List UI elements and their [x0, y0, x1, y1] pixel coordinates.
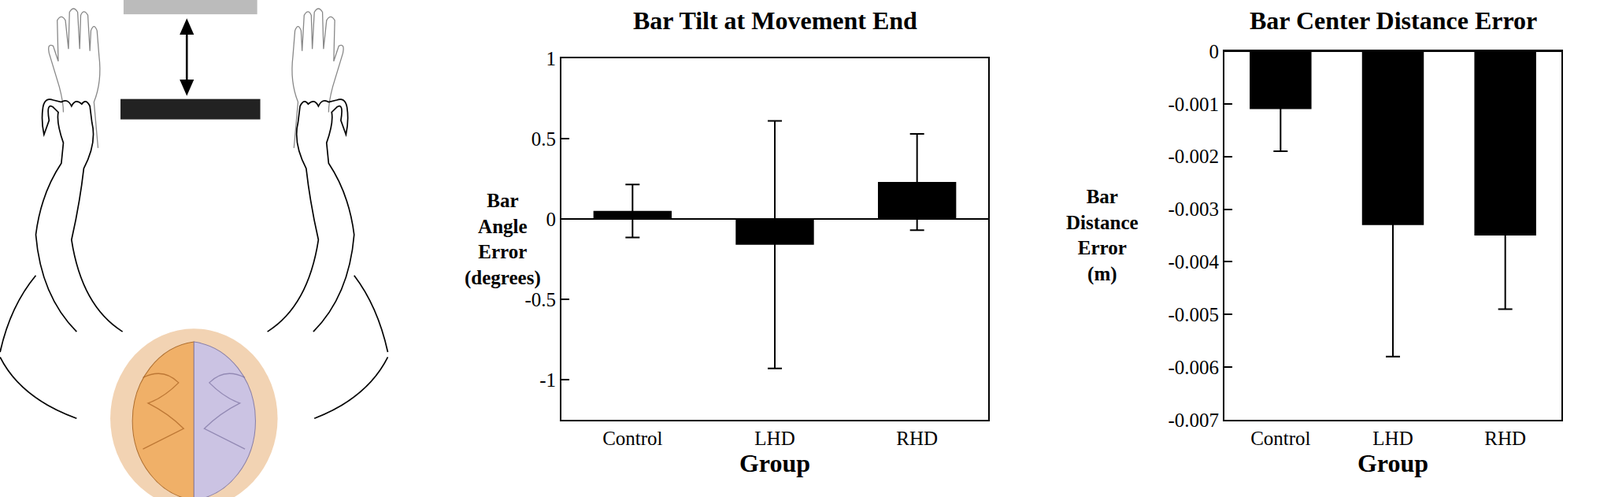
- svg-text:-0.004: -0.004: [1167, 251, 1219, 273]
- svg-text:1: 1: [546, 48, 557, 70]
- svg-text:0: 0: [546, 208, 557, 230]
- svg-text:-0.001: -0.001: [1167, 93, 1219, 115]
- svg-text:RHD: RHD: [1484, 427, 1526, 449]
- svg-text:Bar Center Distance Error: Bar Center Distance Error: [1249, 6, 1538, 35]
- svg-text:Group: Group: [1357, 448, 1429, 478]
- svg-text:0: 0: [1209, 40, 1220, 63]
- svg-text:-0.005: -0.005: [1167, 303, 1219, 326]
- svg-text:-0.007: -0.007: [1167, 409, 1219, 431]
- svg-text:Bar Tilt at Movement End: Bar Tilt at Movement End: [633, 6, 918, 35]
- svg-text:-0.003: -0.003: [1167, 198, 1219, 220]
- svg-text:-0.002: -0.002: [1167, 145, 1219, 167]
- svg-text:-0.5: -0.5: [524, 288, 556, 311]
- svg-text:Group: Group: [739, 448, 811, 478]
- svg-text:BarDistanceError(m): BarDistanceError(m): [1066, 185, 1139, 286]
- svg-text:Control: Control: [602, 427, 663, 449]
- svg-text:-0.006: -0.006: [1167, 356, 1219, 378]
- svg-text:BarAngleError(degrees): BarAngleError(degrees): [464, 189, 541, 289]
- svg-text:RHD: RHD: [896, 427, 938, 449]
- svg-text:-1: -1: [539, 369, 556, 391]
- svg-text:LHD: LHD: [1372, 427, 1413, 449]
- svg-text:0.5: 0.5: [531, 128, 556, 150]
- svg-text:Control: Control: [1250, 427, 1311, 449]
- svg-text:LHD: LHD: [754, 427, 795, 449]
